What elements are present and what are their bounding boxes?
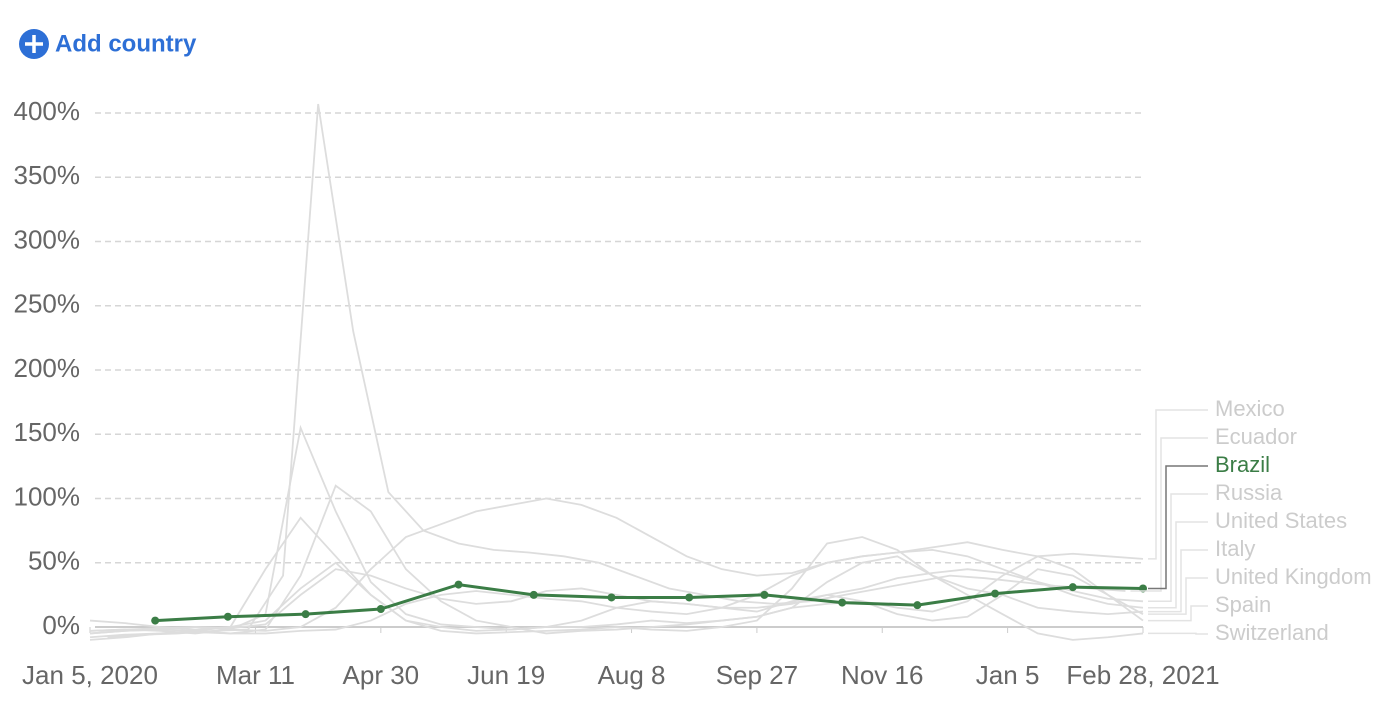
series-line [89,497,1144,635]
y-tick-label: 200% [14,353,81,383]
data-point [1068,583,1077,592]
data-point [151,616,160,625]
legend-label: Mexico [1215,396,1285,421]
data-point [454,580,463,589]
y-tick-label: 150% [14,417,81,447]
x-tick-label: Mar 11 [216,660,295,690]
data-point [913,601,922,610]
plus-sign [25,35,43,53]
label-connector [1148,465,1208,590]
y-tick-label: 100% [14,481,81,511]
data-point [301,610,310,619]
y-tick-label: 0% [42,610,80,640]
x-tick-label: Aug 8 [598,660,666,690]
y-tick-label: 250% [14,289,81,319]
label-connector [1148,493,1208,603]
data-point [376,605,385,614]
x-tick-label: Nov 16 [841,660,923,690]
data-point [838,598,847,607]
x-tick-label: Apr 30 [343,660,420,690]
legend-label: Russia [1215,480,1283,505]
label-connector [1148,632,1208,635]
data-point [760,590,769,599]
data-point [685,593,694,602]
x-tick-label: Feb 28, 2021 [1066,660,1219,690]
series-line [89,516,1144,632]
data-point [607,593,616,602]
legend-label: Switzerland [1215,620,1329,645]
series-line [107,103,1126,639]
series-line [89,536,1144,641]
y-tick-label: 300% [14,224,81,254]
data-point [991,589,1000,598]
label-connector [1130,437,1208,592]
x-tick-label: Jan 5 [976,660,1040,690]
add-country-button[interactable]: Add country [19,29,197,59]
data-point [529,590,538,599]
data-point [223,612,232,621]
legend-label: Spain [1215,592,1271,617]
y-tick-label: 400% [14,96,81,126]
legend-label: United States [1215,508,1347,533]
series-line [89,424,1144,635]
label-connector [1148,409,1208,560]
x-tick-label: Jun 19 [467,660,545,690]
y-tick-label: 350% [14,160,81,190]
x-tick-label: Sep 27 [716,660,798,690]
series-line [89,484,1144,635]
label-connector [1148,605,1208,622]
label-connector [1148,521,1208,609]
add-country-label: Add country [55,30,197,57]
legend-label: Brazil [1215,452,1270,477]
legend-label: United Kingdom [1215,564,1372,589]
legend-label: Ecuador [1215,424,1297,449]
y-tick-label: 50% [28,546,80,576]
series-line [155,583,1144,623]
label-connector [1148,577,1208,615]
legend-label: Italy [1215,536,1255,561]
x-tick-label: Jan 5, 2020 [22,660,158,690]
series-line [89,568,1144,632]
label-connector [1148,549,1208,613]
